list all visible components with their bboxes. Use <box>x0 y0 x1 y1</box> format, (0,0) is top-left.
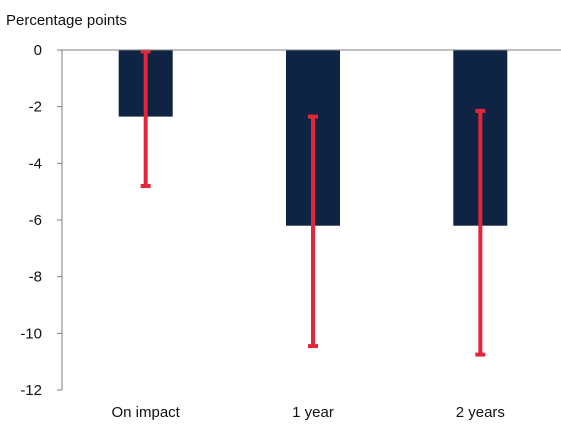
y-tick-label: -6 <box>29 212 42 229</box>
y-tick-label: -12 <box>20 382 42 399</box>
y-tick-label: -10 <box>20 325 42 342</box>
labels-group: On impact 1 year 2 years 0 -2 -4 -6 -8 -10 -12 <box>20 42 505 421</box>
y-tick-label: -4 <box>29 155 42 172</box>
x-tick-label-2: 1 year <box>292 404 334 421</box>
y-tick-label: 0 <box>34 42 42 59</box>
y-tick-label: -8 <box>29 269 42 286</box>
x-tick-label-3: 2 years <box>456 404 505 421</box>
x-tick-label-1: On impact <box>111 404 180 421</box>
axes-group <box>57 49 561 391</box>
y-tick-label: -2 <box>29 99 42 116</box>
y-axis-unit-label: Percentage points <box>6 12 127 29</box>
error-bars-group <box>140 49 486 357</box>
